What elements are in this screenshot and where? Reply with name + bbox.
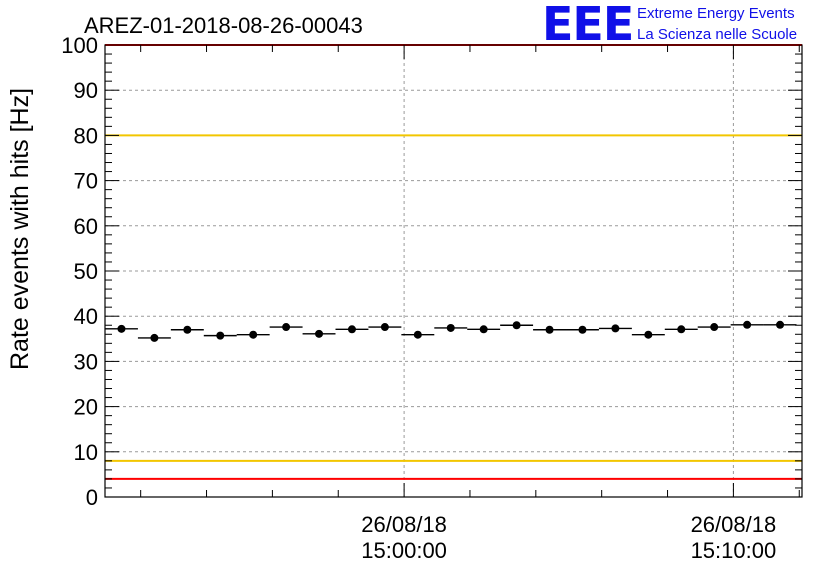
y-tick-label: 30 bbox=[74, 349, 98, 374]
data-point bbox=[170, 325, 204, 334]
data-point bbox=[664, 325, 698, 334]
data-point-marker bbox=[512, 321, 521, 330]
data-point-marker bbox=[611, 324, 620, 333]
data-point bbox=[763, 320, 797, 329]
y-tick-label: 20 bbox=[74, 395, 98, 420]
data-point bbox=[631, 330, 665, 339]
y-tick-label: 0 bbox=[86, 485, 98, 510]
data-point-marker bbox=[545, 325, 554, 334]
data-point bbox=[368, 323, 402, 332]
y-tick-labels: 0 10 20 30 40 50 60 70 80 90 100 bbox=[61, 33, 98, 510]
data-point bbox=[335, 325, 369, 334]
y-tick-label: 40 bbox=[74, 304, 98, 329]
data-point bbox=[203, 331, 237, 340]
data-point bbox=[236, 330, 270, 339]
y-tick-label: 50 bbox=[74, 259, 98, 284]
plot-frame bbox=[104, 44, 803, 498]
data-point-marker bbox=[183, 325, 192, 334]
eee-logo: EEE Extreme Energy Events La Scienza nel… bbox=[542, 0, 797, 51]
data-point-marker bbox=[446, 323, 455, 332]
data-point-marker bbox=[347, 325, 356, 334]
logo-letters: EEE bbox=[542, 0, 633, 51]
y-tick-label: 80 bbox=[74, 123, 98, 148]
data-point bbox=[598, 324, 632, 333]
data-point bbox=[105, 324, 138, 333]
y-tick-label: 10 bbox=[74, 440, 98, 465]
x-tick-date: 26/08/18 bbox=[361, 512, 447, 537]
chart-title: AREZ-01-2018-08-26-00043 bbox=[84, 13, 363, 38]
data-point-marker bbox=[315, 329, 324, 338]
data-point bbox=[566, 325, 599, 334]
y-tick-label: 90 bbox=[74, 78, 98, 103]
y-tick-label: 100 bbox=[61, 33, 98, 58]
data-point bbox=[434, 323, 468, 332]
data-point-marker bbox=[380, 323, 389, 332]
data-point-marker bbox=[150, 333, 159, 342]
x-tick-time: 15:00:00 bbox=[361, 538, 447, 563]
data-point bbox=[697, 323, 731, 332]
data-point bbox=[401, 330, 435, 339]
logo-line-1: Extreme Energy Events bbox=[637, 5, 795, 22]
x-tick-time: 15:10:00 bbox=[691, 538, 777, 563]
data-point-marker bbox=[743, 320, 752, 329]
data-point-marker bbox=[413, 330, 422, 339]
logo-line-2: La Scienza nelle Scuole bbox=[637, 26, 797, 43]
data-point bbox=[269, 323, 303, 332]
grid bbox=[105, 45, 802, 497]
data-point-marker bbox=[479, 325, 488, 334]
y-axis-label: Rate events with hits [Hz] bbox=[6, 88, 34, 370]
data-point-marker bbox=[117, 324, 126, 333]
data-point-marker bbox=[677, 325, 686, 334]
data-point-marker bbox=[216, 331, 225, 340]
data-point-marker bbox=[578, 325, 587, 334]
data-point bbox=[137, 333, 171, 342]
data-point bbox=[533, 325, 567, 334]
data-point bbox=[302, 329, 336, 338]
data-point bbox=[467, 325, 501, 334]
x-tick-date: 26/08/18 bbox=[691, 512, 777, 537]
reference-lines bbox=[105, 44, 802, 480]
data-point-marker bbox=[644, 330, 653, 339]
y-tick-label: 70 bbox=[74, 169, 98, 194]
data-point-marker bbox=[249, 330, 258, 339]
data-point-marker bbox=[282, 323, 291, 332]
y-tick-label: 60 bbox=[74, 214, 98, 239]
data-point bbox=[500, 321, 534, 330]
data-point-marker bbox=[710, 323, 719, 332]
data-point-marker bbox=[776, 320, 785, 329]
data-points bbox=[105, 320, 797, 342]
data-point bbox=[730, 320, 764, 329]
